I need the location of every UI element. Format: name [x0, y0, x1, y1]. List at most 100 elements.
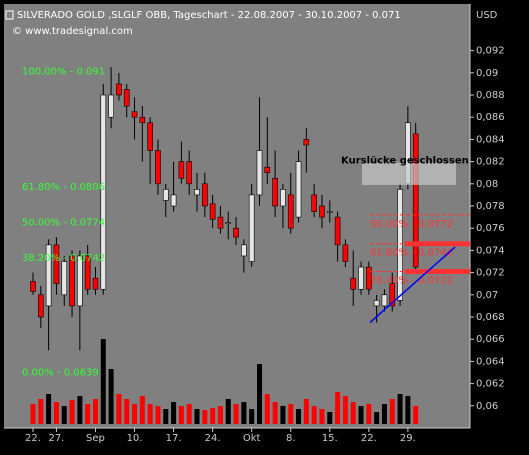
volume-bar: [225, 399, 231, 424]
candle-body: [225, 222, 232, 224]
y-tick-label: 0,082: [476, 157, 505, 168]
fib-label: 76.40% - 0.0721: [370, 275, 453, 286]
volume-bar: [327, 412, 333, 424]
y-tick-label: 0,092: [476, 46, 505, 57]
candle-body: [131, 111, 138, 118]
candle-body: [373, 300, 380, 307]
y-tick-label: 0,07: [476, 290, 498, 301]
volume-bar: [405, 396, 411, 424]
volume-bar: [202, 410, 208, 424]
volume-bar: [147, 404, 153, 424]
volume-bar: [194, 409, 200, 424]
volume-bar: [46, 394, 52, 424]
candle-body: [272, 177, 278, 207]
volume-bar: [264, 394, 270, 424]
volume-bar: [77, 396, 83, 424]
fib-label: 50.00% - 0.0774: [22, 218, 105, 229]
x-tick-label: 27.: [48, 433, 64, 444]
volume-bar: [319, 409, 325, 424]
candle-body: [108, 94, 114, 118]
candle-body: [178, 161, 185, 179]
y-tick-label: 0,072: [476, 268, 505, 279]
volume-bar: [38, 399, 44, 424]
volume-bar: [272, 402, 278, 424]
candle-body: [38, 294, 44, 318]
chart-subtitle: © www.tradesignal.com: [12, 26, 133, 37]
candle-body: [319, 205, 325, 218]
candle-body: [84, 255, 91, 290]
volume-bar: [311, 406, 317, 424]
fib-label: 50.00% - 0.0772: [370, 219, 453, 230]
candle-body: [389, 283, 396, 307]
volume-bar: [288, 404, 294, 424]
volume-bar: [155, 406, 161, 424]
x-tick-label: Okt: [243, 433, 261, 444]
candle-body: [303, 139, 310, 146]
chart-title: SILVERADO GOLD ,SLGLF OBB, Tageschart - …: [17, 10, 401, 21]
volume-bar: [413, 406, 419, 424]
candle-body: [30, 281, 36, 292]
x-tick-label: 29.: [400, 433, 416, 444]
volume-bar: [350, 402, 356, 424]
candle-body: [194, 189, 200, 196]
volume-bar: [108, 369, 114, 424]
candle-body: [280, 189, 286, 207]
x-tick-label: Sep: [86, 433, 105, 444]
trendline: [369, 246, 456, 324]
volume-bar: [171, 402, 177, 424]
volume-bar: [366, 404, 372, 424]
volume-bar: [186, 404, 192, 424]
x-tick-label: 8.: [286, 433, 296, 444]
candle-body: [241, 244, 247, 257]
candle-body: [77, 255, 83, 307]
volume-bar: [116, 394, 122, 424]
x-tick-label: 10.: [127, 433, 143, 444]
candle-body: [116, 83, 122, 96]
candle-body: [350, 277, 357, 290]
fib-label: 61.80% - 0.0806: [22, 182, 105, 193]
candle-body: [412, 133, 419, 268]
volume-bar: [342, 396, 348, 424]
volume-bar: [85, 404, 91, 424]
fib-label: 0.00% - 0.0639: [22, 368, 99, 379]
volume-bar: [100, 339, 106, 424]
fib-label: 61.80% - 0.0746: [370, 248, 453, 259]
candle-body: [61, 261, 68, 296]
candle-body: [287, 194, 294, 229]
volume-bar: [178, 406, 184, 424]
volume-bar: [381, 404, 387, 424]
candle-body: [53, 244, 60, 285]
y-tick-label: 0,084: [476, 134, 505, 145]
candle-body: [366, 266, 372, 290]
y-tick-label: 0,068: [476, 312, 505, 323]
volume-bar: [249, 409, 255, 424]
icon: [5, 10, 14, 20]
candle-body: [334, 216, 341, 246]
candle-body: [45, 244, 52, 307]
candle-body: [186, 161, 192, 185]
candle-body: [264, 166, 271, 174]
candle-body: [342, 244, 349, 262]
candle-body: [100, 94, 107, 290]
annotation-text: Kurslücke geschlossen: [341, 156, 469, 167]
volume-bar: [124, 399, 130, 424]
y-tick-label: 0,064: [476, 356, 505, 367]
plot-area: [4, 4, 470, 428]
x-tick-label: 24.: [205, 433, 221, 444]
y-tick-label: 0,086: [476, 112, 505, 123]
x-tick-label: 22.: [361, 433, 377, 444]
volume-bar: [92, 399, 98, 424]
volume-bar: [163, 409, 169, 424]
candle-body: [123, 89, 130, 107]
candle-body: [92, 277, 99, 290]
candle-body: [162, 189, 169, 201]
candle-body: [295, 161, 302, 218]
y-tick-label: 0,06: [476, 401, 498, 412]
volume-bar: [233, 404, 239, 424]
fib-label: 38.20% - 0.0742: [22, 253, 105, 264]
volume-bar: [389, 399, 395, 424]
candle-body: [155, 150, 161, 185]
candle-body: [170, 194, 177, 207]
volume-bar: [69, 400, 75, 424]
volume-bar: [280, 406, 286, 424]
